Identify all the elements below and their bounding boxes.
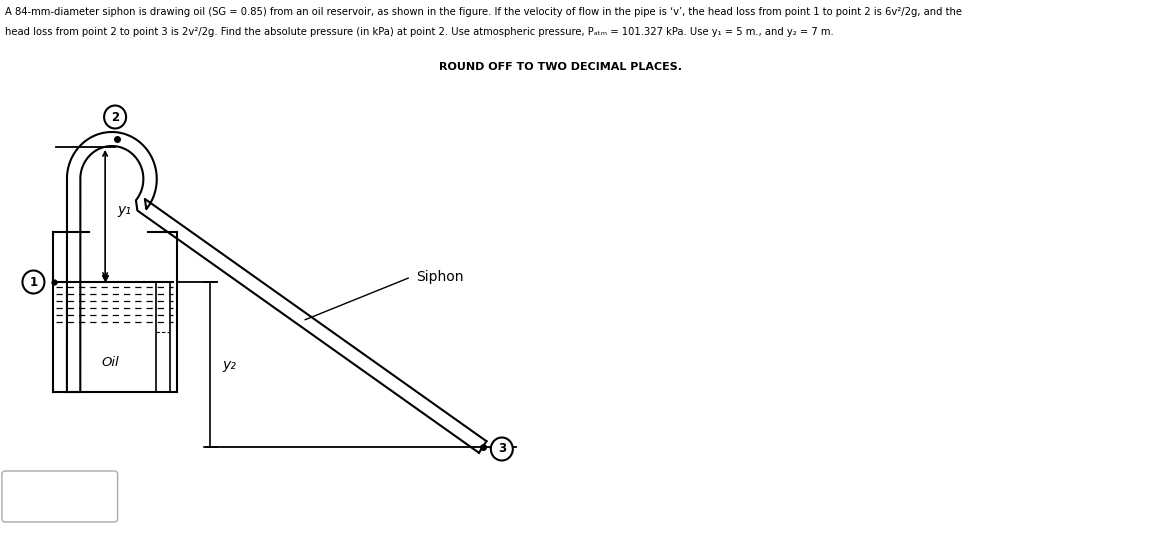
Text: head loss from point 2 to point 3 is 2v²/2g. Find the absolute pressure (in kPa): head loss from point 2 to point 3 is 2v²… xyxy=(5,27,834,37)
Text: ROUND OFF TO TWO DECIMAL PLACES.: ROUND OFF TO TWO DECIMAL PLACES. xyxy=(439,62,683,72)
FancyBboxPatch shape xyxy=(2,471,117,522)
Text: 1: 1 xyxy=(29,275,38,288)
Text: 2: 2 xyxy=(111,111,120,124)
Text: 3: 3 xyxy=(497,442,506,455)
Text: Siphon: Siphon xyxy=(415,270,463,284)
Text: y₂: y₂ xyxy=(223,358,237,372)
Text: Oil: Oil xyxy=(101,355,118,368)
Text: A 84-mm-diameter siphon is drawing oil (SG = 0.85) from an oil reservoir, as sho: A 84-mm-diameter siphon is drawing oil (… xyxy=(5,7,962,17)
Circle shape xyxy=(104,105,126,128)
Circle shape xyxy=(22,271,45,294)
Circle shape xyxy=(490,438,513,461)
Text: y₁: y₁ xyxy=(117,202,131,216)
